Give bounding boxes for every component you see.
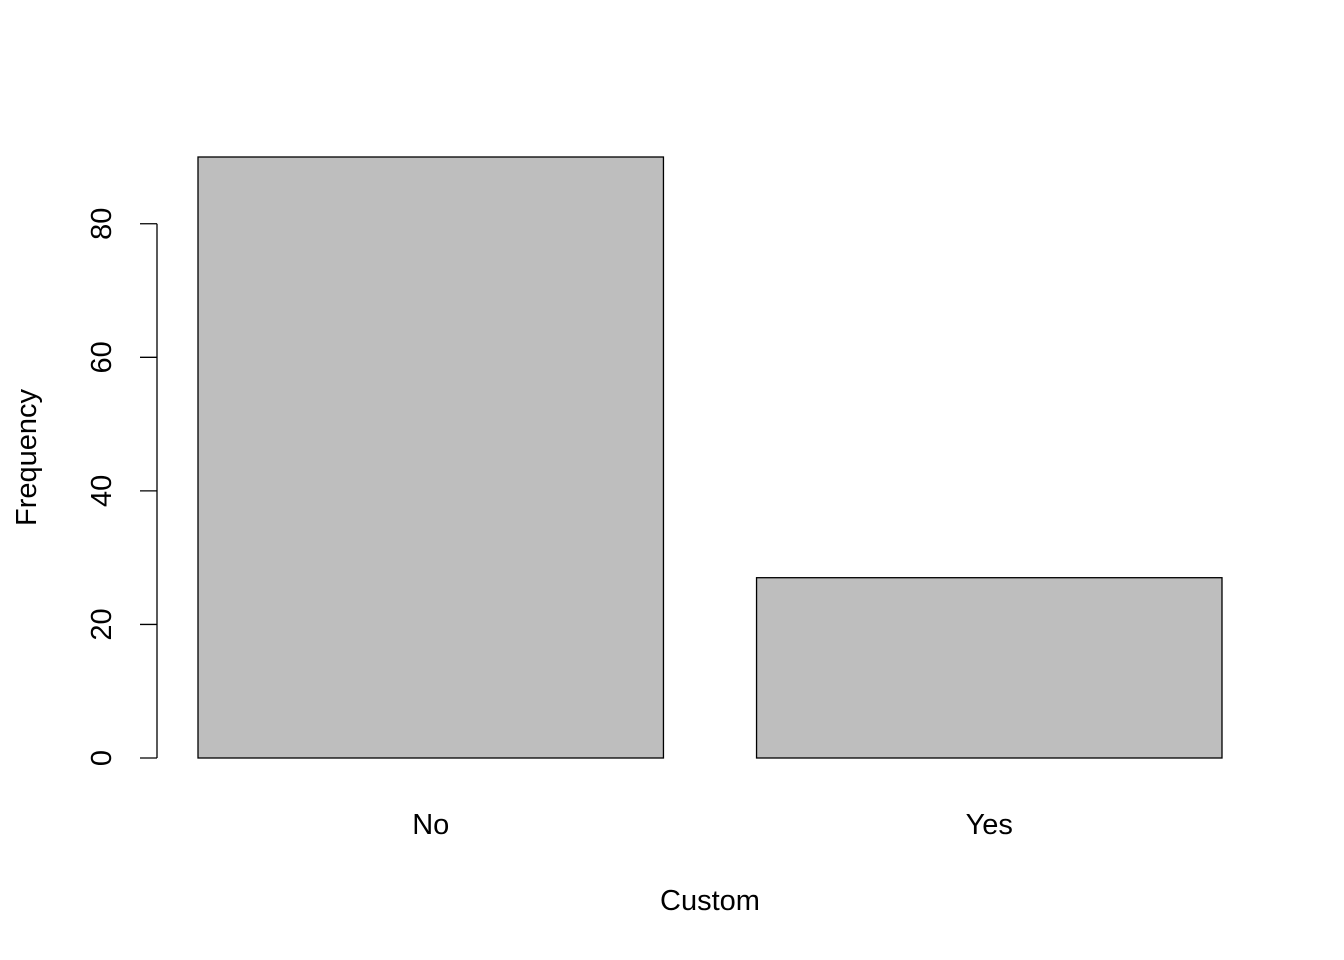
bars-group bbox=[197, 156, 1223, 759]
x-category-labels: No Yes bbox=[412, 809, 1013, 841]
y-tick-label: 60 bbox=[86, 341, 118, 373]
x-tick-label-no: No bbox=[412, 809, 449, 841]
x-axis-title: Custom bbox=[660, 885, 760, 917]
bar-yes bbox=[755, 577, 1223, 759]
y-tick-label: 0 bbox=[86, 750, 118, 766]
bar-no bbox=[197, 156, 665, 759]
y-axis-title: Frequency bbox=[11, 388, 43, 526]
y-axis: 0 20 40 60 80 bbox=[86, 208, 158, 766]
y-tick-label: 40 bbox=[86, 475, 118, 507]
y-tick-label: 20 bbox=[86, 608, 118, 640]
y-tick-label: 80 bbox=[86, 208, 118, 240]
x-tick-label-yes: Yes bbox=[966, 809, 1013, 841]
